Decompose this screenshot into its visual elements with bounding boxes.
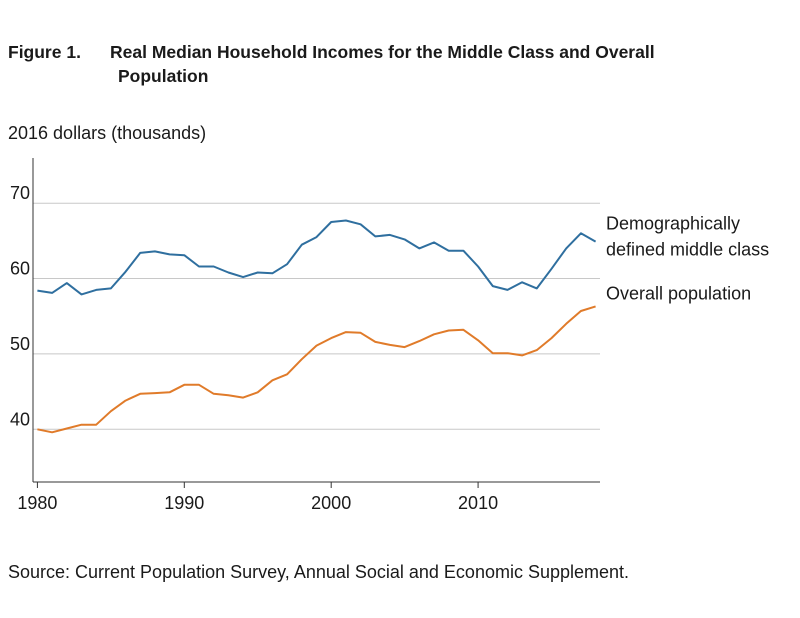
y-tick-label-70: 70	[10, 183, 30, 203]
x-tick-label-2000: 2000	[311, 493, 351, 513]
series-line-1	[37, 219, 597, 296]
x-tick-label-1990: 1990	[164, 493, 204, 513]
figure-title: Figure 1. Real Median Household Incomes f…	[8, 40, 788, 88]
figure-number: Figure 1.	[8, 42, 81, 62]
y-tick-label-40: 40	[10, 409, 30, 429]
series-line-2	[37, 305, 596, 434]
series-lines	[37, 219, 597, 434]
series-label-1-line-1: Demographically	[606, 214, 740, 234]
axes	[32, 158, 600, 488]
source-note: Source: Current Population Survey, Annua…	[8, 562, 630, 582]
x-tick-labels: 1980 1990 2000 2010	[17, 493, 498, 513]
figure-title-line-2: Population	[118, 66, 209, 86]
x-tick-label-1980: 1980	[17, 493, 57, 513]
y-axis-units-label: 2016 dollars (thousands)	[8, 123, 207, 143]
series-label-2-line-1: Overall population	[606, 283, 751, 303]
y-tick-label-50: 50	[10, 334, 30, 354]
figure-title-line-1: Real Median Household Incomes for the Mi…	[110, 42, 655, 62]
x-tick-label-2010: 2010	[458, 493, 498, 513]
y-tick-labels: 40 50 60 70	[10, 183, 30, 429]
series-label-1-line-2: defined middle class	[606, 240, 769, 260]
series-labels: Demographically defined middle class Overa…	[606, 214, 769, 304]
y-tick-label-60: 60	[10, 259, 30, 279]
